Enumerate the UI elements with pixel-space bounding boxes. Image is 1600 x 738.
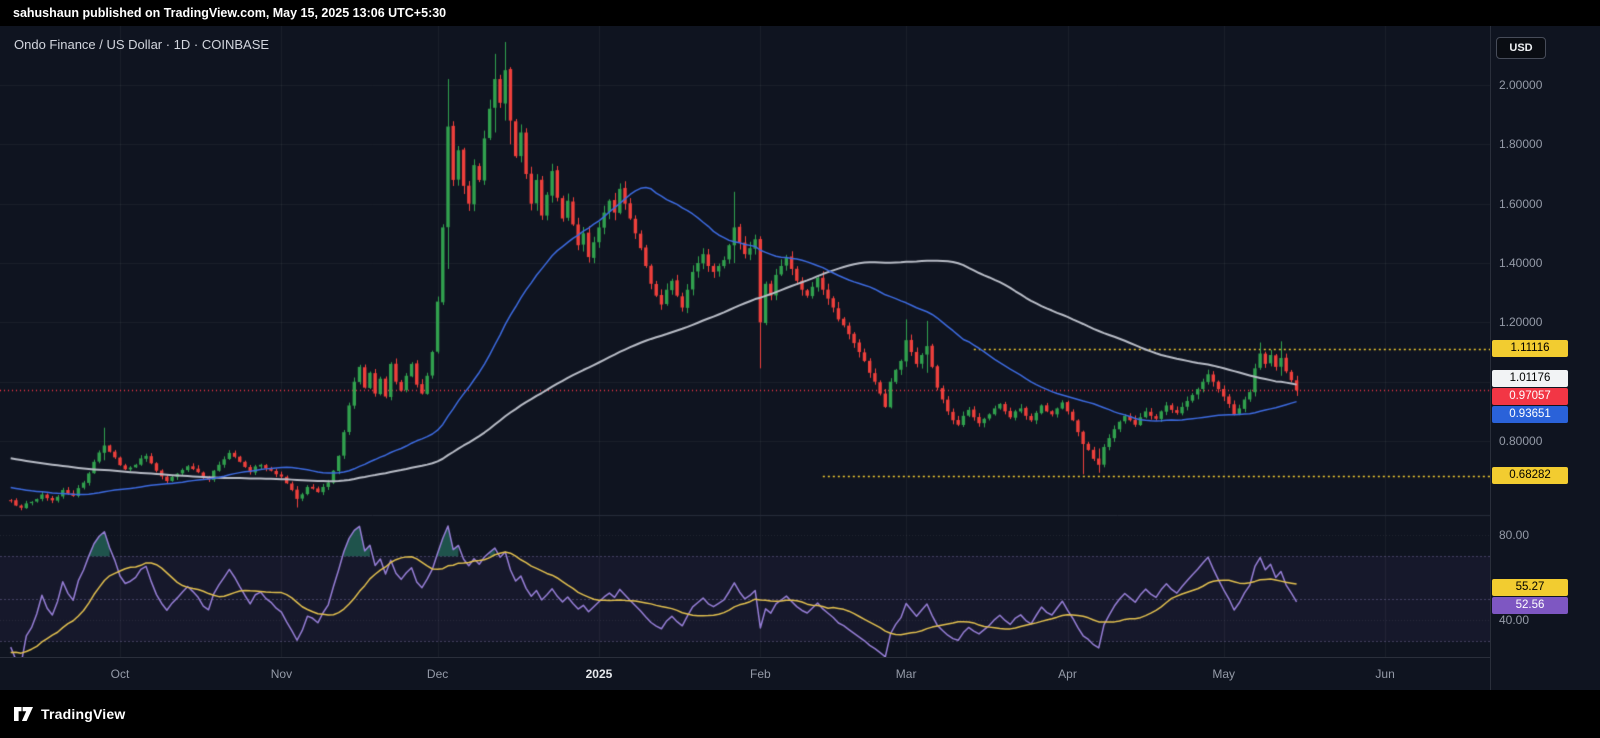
x-axis-label-mar: Mar — [895, 667, 917, 681]
publish-header-text: sahushaun published on TradingView.com, … — [13, 6, 447, 20]
y-axis-label: 1.40000 — [1499, 256, 1543, 271]
x-axis-label-feb: Feb — [750, 667, 771, 681]
price-chart-canvas[interactable] — [0, 26, 1490, 657]
y-axis-label: 80.00 — [1499, 528, 1530, 542]
x-axis-label-oct: Oct — [110, 667, 130, 681]
x-axis-label-dec: Dec — [426, 667, 449, 681]
chart-region: Ondo Finance / US Dollar · 1D · COINBASE… — [0, 26, 1600, 690]
footer-bar: TradingView — [0, 690, 1600, 738]
y-axis-label: 40.00 — [1499, 613, 1530, 627]
symbol-title[interactable]: Ondo Finance / US Dollar · 1D · COINBASE — [14, 37, 270, 52]
rsi-tag: 52.56 — [1492, 597, 1568, 615]
ma-slow-tag: 1.01176 — [1492, 369, 1568, 387]
y-axis-label: 2.00000 — [1499, 78, 1543, 92]
x-axis-label-jun: Jun — [1375, 667, 1395, 681]
currency-toggle-button[interactable]: USD — [1496, 37, 1546, 59]
y-axis-label: 1.80000 — [1499, 137, 1543, 152]
publish-header-bar: sahushaun published on TradingView.com, … — [0, 0, 1600, 26]
y-axis-label: 1.60000 — [1499, 196, 1543, 211]
y-axis-label: 1.20000 — [1499, 315, 1543, 330]
level-tag-lower: 0.68282 — [1492, 467, 1568, 485]
x-axis-label-2025: 2025 — [585, 667, 613, 681]
time-axis[interactable]: Oct Nov Dec 2025 Feb Mar Apr May Jun — [0, 657, 1490, 690]
level-tag-upper: 1.11116 — [1492, 340, 1568, 358]
y-axis-label: 0.80000 — [1499, 434, 1543, 449]
ma-fast-tag: 0.93651 — [1492, 405, 1568, 423]
rsi-ma-tag: 55.27 — [1492, 579, 1568, 597]
tradingview-brand-text: TradingView — [41, 706, 126, 722]
chart-plot-area[interactable]: Ondo Finance / US Dollar · 1D · COINBASE… — [0, 26, 1490, 681]
x-axis-label-nov: Nov — [270, 667, 293, 681]
last-price-tag: 0.97057 — [1492, 387, 1568, 405]
x-axis-label-may: May — [1212, 667, 1236, 681]
tradingview-logo-icon — [14, 706, 33, 722]
price-axis[interactable]: USD 2.00000 1.80000 1.60000 1.40000 1.20000 0… — [1490, 26, 1600, 690]
x-axis-label-apr: Apr — [1058, 667, 1077, 681]
